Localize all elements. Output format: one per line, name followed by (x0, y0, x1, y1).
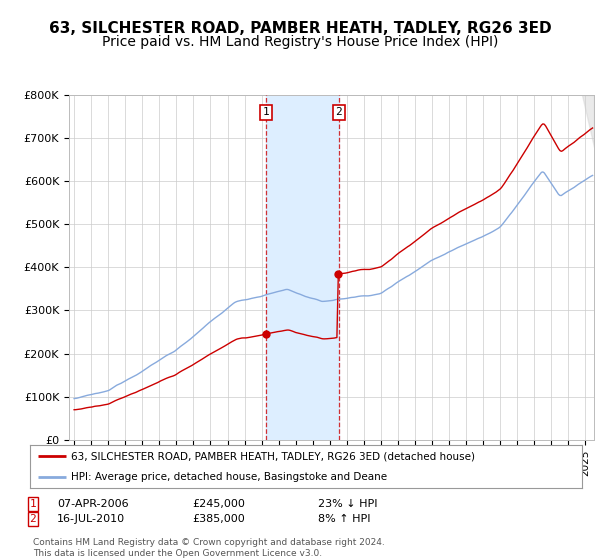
Text: 1: 1 (29, 499, 37, 509)
Text: 07-APR-2006: 07-APR-2006 (57, 499, 128, 509)
Text: 1: 1 (263, 108, 269, 118)
Text: Price paid vs. HM Land Registry's House Price Index (HPI): Price paid vs. HM Land Registry's House … (102, 35, 498, 49)
Text: £245,000: £245,000 (192, 499, 245, 509)
Text: 2: 2 (29, 514, 37, 524)
Text: £385,000: £385,000 (192, 514, 245, 524)
Text: 16-JUL-2010: 16-JUL-2010 (57, 514, 125, 524)
Text: 63, SILCHESTER ROAD, PAMBER HEATH, TADLEY, RG26 3ED (detached house): 63, SILCHESTER ROAD, PAMBER HEATH, TADLE… (71, 451, 475, 461)
Text: 2: 2 (335, 108, 343, 118)
Polygon shape (582, 95, 594, 147)
Text: 23% ↓ HPI: 23% ↓ HPI (318, 499, 377, 509)
Bar (266, 95, 339, 440)
Text: 8% ↑ HPI: 8% ↑ HPI (318, 514, 371, 524)
Text: 63, SILCHESTER ROAD, PAMBER HEATH, TADLEY, RG26 3ED: 63, SILCHESTER ROAD, PAMBER HEATH, TADLE… (49, 21, 551, 36)
Text: Contains HM Land Registry data © Crown copyright and database right 2024.
This d: Contains HM Land Registry data © Crown c… (33, 538, 385, 558)
Text: HPI: Average price, detached house, Basingstoke and Deane: HPI: Average price, detached house, Basi… (71, 472, 388, 482)
